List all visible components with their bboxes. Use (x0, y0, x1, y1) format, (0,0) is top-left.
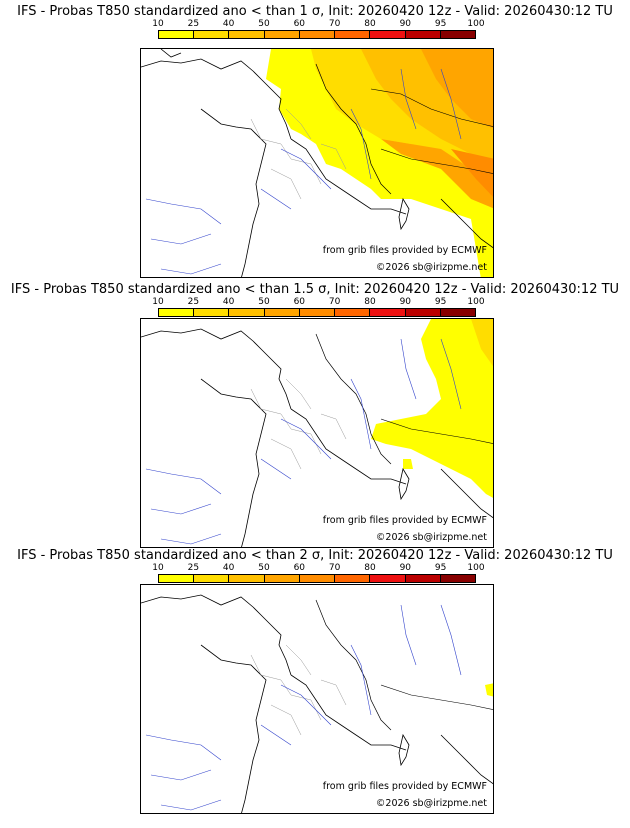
legend-colorbar (158, 574, 476, 583)
legend-tick: 90 (399, 19, 412, 29)
legend-color-swatch (229, 575, 265, 582)
legend-color-swatch (159, 309, 195, 316)
legend-tick: 70 (328, 297, 341, 307)
legend-color-swatch (405, 309, 441, 316)
data-credit: from grib files provided by ECMWF (322, 515, 487, 526)
legend-tick: 10 (152, 297, 164, 307)
legend-color-swatch (264, 309, 300, 316)
legend-ticks: 10 25 40 50 60 70 80 90 95 100 (152, 297, 484, 307)
legend-color-swatch (264, 575, 300, 582)
legend-color-swatch (299, 575, 336, 582)
legend-color-swatch (370, 309, 406, 316)
legend-tick: 10 (152, 563, 164, 573)
legend-tick: 60 (293, 19, 306, 29)
map-geography (141, 328, 493, 547)
legend-ticks: 10 25 40 50 60 70 80 90 95 100 (152, 563, 484, 573)
legend-color-swatch (264, 31, 300, 38)
legend-tick: 100 (467, 297, 485, 307)
legend-color-swatch (405, 31, 441, 38)
legend-tick: 25 (187, 19, 200, 29)
legend-colorbar (158, 308, 476, 317)
legend-tick: 40 (222, 19, 235, 29)
probability-shading (266, 49, 493, 277)
legend-tick: 50 (258, 297, 270, 307)
map-frame: from grib files provided by ECMWF ©2026 … (140, 48, 494, 278)
map-geography (141, 49, 493, 277)
probability-shading (485, 683, 493, 697)
legend-tick: 90 (399, 297, 412, 307)
legend-tick: 70 (328, 563, 341, 573)
legend-tick: 40 (222, 563, 235, 573)
legend-color-swatch (405, 575, 441, 582)
map-geography (141, 594, 493, 813)
legend-tick: 10 (152, 19, 164, 29)
copyright-credit: ©2026 sb@irizpme.net (375, 798, 487, 809)
legend-color-swatch (229, 309, 265, 316)
legend-color-swatch (194, 31, 230, 38)
legend-tick: 80 (364, 19, 376, 29)
legend-color-swatch (335, 309, 371, 316)
legend-tick: 25 (187, 563, 200, 573)
map-canvas (141, 319, 493, 547)
legend-tick: 80 (364, 563, 376, 573)
legend-color-swatch (229, 31, 265, 38)
legend-tick: 100 (467, 19, 485, 29)
legend-color-swatch (159, 31, 195, 38)
legend-tick: 25 (187, 297, 200, 307)
legend-tick: 95 (434, 297, 447, 307)
panel-title: IFS - Probas T850 standardized ano < tha… (17, 548, 613, 563)
legend-ticks: 10 25 40 50 60 70 80 90 95 100 (152, 19, 484, 29)
map-frame: from grib files provided by ECMWF ©2026 … (140, 318, 494, 548)
legend-color-swatch (370, 575, 406, 582)
legend-tick: 50 (258, 19, 270, 29)
legend-tick: 100 (467, 563, 485, 573)
legend-tick: 60 (293, 563, 306, 573)
data-credit: from grib files provided by ECMWF (322, 781, 487, 792)
legend-tick: 60 (293, 297, 306, 307)
panel-title: IFS - Probas T850 standardized ano < tha… (10, 282, 620, 297)
legend-tick: 70 (328, 19, 341, 29)
legend-color-swatch (335, 31, 371, 38)
legend-tick: 95 (434, 19, 447, 29)
legend-color-swatch (194, 309, 230, 316)
legend-color-swatch (440, 31, 475, 38)
data-credit: from grib files provided by ECMWF (322, 245, 487, 256)
copyright-credit: ©2026 sb@irizpme.net (375, 262, 487, 273)
legend-tick: 90 (399, 563, 412, 573)
legend-color-swatch (370, 31, 406, 38)
legend-color-swatch (299, 309, 336, 316)
map-canvas (141, 594, 493, 813)
map-frame: from grib files provided by ECMWF ©2026 … (140, 584, 494, 814)
legend-color-swatch (440, 309, 475, 316)
probability-shading (371, 319, 493, 498)
legend-color-swatch (159, 575, 195, 582)
map-canvas (141, 49, 493, 277)
legend-color-swatch (299, 31, 336, 38)
legend-colorbar (158, 30, 476, 39)
legend-tick: 80 (364, 297, 376, 307)
legend-tick: 50 (258, 563, 270, 573)
legend-tick: 95 (434, 563, 447, 573)
legend-color-swatch (335, 575, 371, 582)
panel-title: IFS - Probas T850 standardized ano < tha… (17, 4, 613, 19)
legend-tick: 40 (222, 297, 235, 307)
legend-color-swatch (440, 575, 475, 582)
legend-color-swatch (194, 575, 230, 582)
copyright-credit: ©2026 sb@irizpme.net (375, 532, 487, 543)
